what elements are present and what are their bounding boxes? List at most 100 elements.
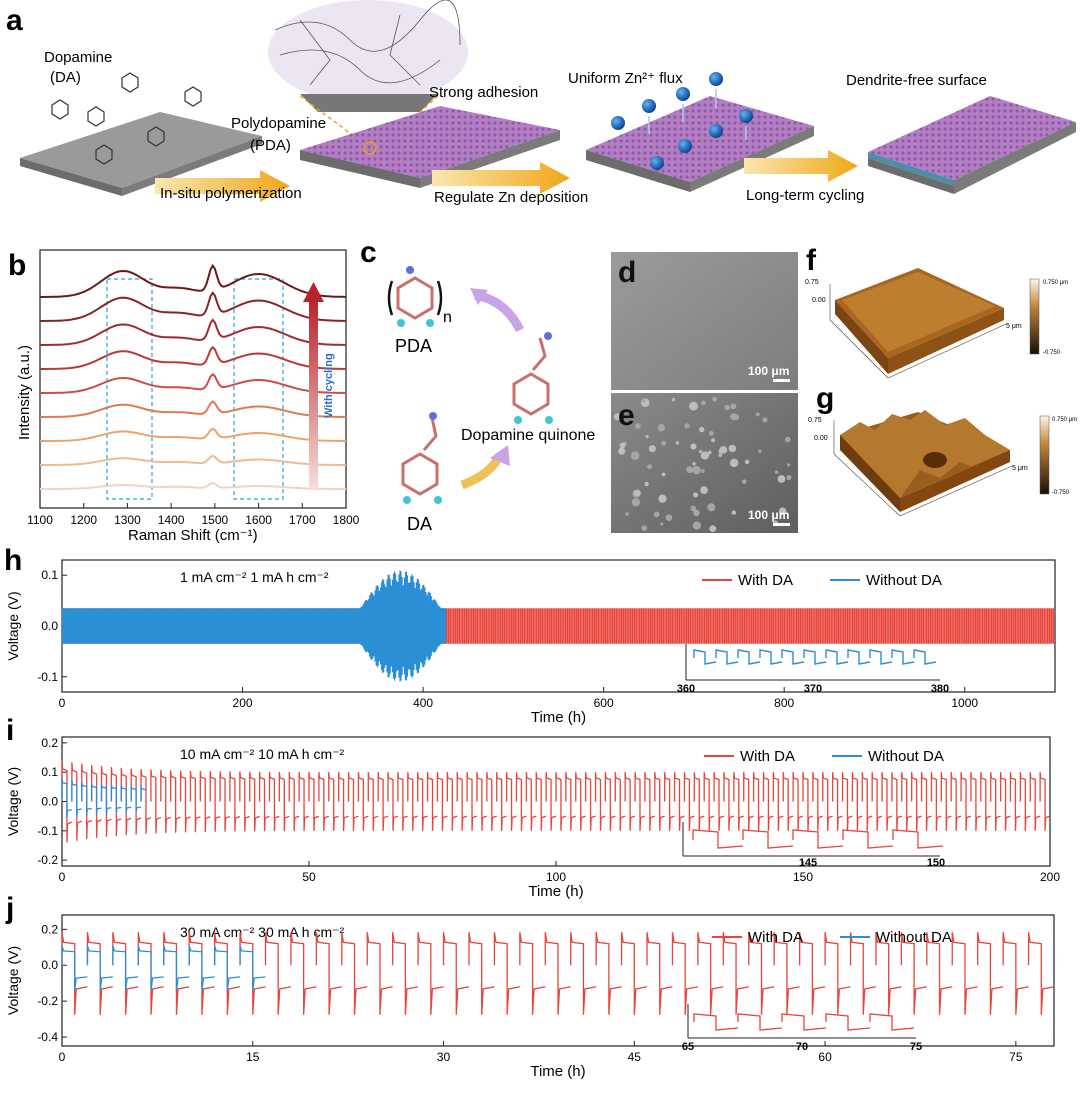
sem-particle bbox=[744, 459, 750, 465]
scale-label-d: 100 μm bbox=[748, 364, 789, 378]
sem-particle bbox=[641, 525, 648, 531]
uniform-flux-label: Uniform Zn²⁺ flux bbox=[568, 70, 683, 87]
afm-g-axis: 5 μm bbox=[1012, 465, 1028, 472]
pda-structure bbox=[387, 266, 443, 327]
panel-b: b With cycling Intensity (a.u.) 1100 1200… bbox=[8, 249, 360, 544]
raman-frame bbox=[39, 249, 347, 509]
panel-label-a: a bbox=[6, 4, 23, 37]
raman-tick-label: 1600 bbox=[245, 513, 272, 527]
sem-particle bbox=[661, 472, 666, 477]
raman-spectrum-3 bbox=[40, 427, 346, 442]
raman-tick-label: 1300 bbox=[114, 513, 141, 527]
y-tick-label: -0.1 bbox=[37, 670, 58, 684]
sem-particle bbox=[644, 481, 649, 487]
pda-n-subscript: n bbox=[443, 309, 452, 326]
raman-x-ticks: 1100 1200 1300 1400 1500 1600 1700 1800 bbox=[27, 503, 360, 527]
sem-particle bbox=[684, 423, 690, 429]
raman-spectrum-1 bbox=[40, 481, 346, 490]
x-tick-label: 1000 bbox=[951, 696, 978, 710]
sem-particle bbox=[642, 399, 646, 403]
x-tick-label: 0 bbox=[59, 870, 66, 884]
raman-tick-label: 1200 bbox=[70, 513, 97, 527]
sem-particle bbox=[755, 412, 760, 417]
series-without-da bbox=[61, 945, 266, 991]
raman-tick-label: 1800 bbox=[333, 513, 360, 527]
inset-tick-label: 70 bbox=[796, 1041, 808, 1053]
condition-label: 1 mA cm⁻² 1 mA h cm⁻² bbox=[180, 569, 329, 585]
sem-particle bbox=[718, 453, 722, 457]
afm-colorbar-f bbox=[1029, 278, 1040, 355]
step2-label: Regulate Zn deposition bbox=[434, 189, 588, 206]
da-abbr-label: (DA) bbox=[50, 69, 81, 86]
dopamine-label: Dopamine bbox=[44, 49, 112, 66]
raman-spectrum-8 bbox=[40, 291, 346, 322]
raman-highlight-left bbox=[106, 278, 153, 500]
inset-tick-label: 65 bbox=[682, 1041, 694, 1053]
cycling-arrow-shaft bbox=[309, 300, 318, 490]
y-tick-label: 0.1 bbox=[41, 568, 58, 582]
inset-tick-label: 360 bbox=[677, 683, 695, 695]
x-tick-label: 45 bbox=[628, 1050, 642, 1064]
sem-particle bbox=[784, 436, 791, 443]
chart-frame bbox=[61, 914, 1055, 1047]
quinone-to-pda-arrow bbox=[474, 290, 525, 333]
pda-network-bubble bbox=[268, 0, 468, 104]
inset-tick-label: 145 bbox=[799, 857, 817, 869]
sem-particle bbox=[741, 479, 747, 484]
y-axis-label: Voltage (V) bbox=[5, 767, 21, 836]
x-tick-label: 75 bbox=[1009, 1050, 1023, 1064]
sem-particle bbox=[613, 413, 622, 421]
sem-particle bbox=[665, 514, 673, 521]
afm-f-axis: 5 μm bbox=[1006, 323, 1022, 330]
da-structure bbox=[401, 412, 442, 504]
quinone-structure bbox=[512, 332, 553, 424]
x-tick-label: 60 bbox=[818, 1050, 832, 1064]
sem-particle bbox=[700, 451, 710, 460]
pda-abbr-label: (PDA) bbox=[250, 137, 291, 154]
sem-particle bbox=[729, 458, 739, 468]
da-chem-label: DA bbox=[407, 514, 432, 534]
polydopamine-label: Polydopamine bbox=[231, 115, 326, 132]
inset-tick-label: 75 bbox=[910, 1041, 922, 1053]
y-axis-label: Voltage (V) bbox=[5, 591, 21, 660]
sem-particle bbox=[653, 511, 660, 518]
panel-g: g 0.75 0.00 5 μm 0.750 μm -0.750 bbox=[808, 382, 1077, 517]
dendrite-free-label: Dendrite-free surface bbox=[846, 72, 987, 89]
sem-particle bbox=[711, 438, 716, 443]
y-tick-label: 0.0 bbox=[41, 619, 58, 633]
raman-spectrum-6 bbox=[40, 345, 346, 370]
sem-particle bbox=[700, 486, 708, 495]
y-axis-label: Voltage (V) bbox=[5, 946, 21, 1015]
condition-label: 30 mA cm⁻² 30 mA h cm⁻² bbox=[180, 924, 344, 940]
x-tick-label: 15 bbox=[246, 1050, 260, 1064]
sem-particle bbox=[762, 417, 768, 423]
with-cycling-label: With cycling bbox=[323, 353, 335, 418]
legend-label: With DA bbox=[738, 572, 793, 589]
sem-particle bbox=[730, 413, 738, 421]
scale-bar-d bbox=[773, 379, 790, 382]
panel-label-i: i bbox=[6, 714, 14, 747]
sem-particle bbox=[648, 445, 656, 453]
legend-label: With DA bbox=[748, 929, 803, 946]
x-tick-label: 100 bbox=[546, 870, 566, 884]
afm-colorbar-g bbox=[1039, 415, 1050, 495]
sem-particle bbox=[698, 450, 703, 454]
sem-particle bbox=[625, 512, 629, 516]
raman-spectrum-5 bbox=[40, 372, 346, 394]
panel-d: d 100 μm bbox=[611, 252, 798, 390]
sem-particle bbox=[658, 494, 667, 503]
step-arrow-2 bbox=[432, 162, 570, 194]
sem-image-e bbox=[611, 393, 798, 533]
sem-particle bbox=[786, 463, 791, 467]
y-tick-label: -0.2 bbox=[37, 853, 58, 867]
sem-deposits bbox=[613, 396, 792, 533]
inset-tick-label: 380 bbox=[931, 683, 949, 695]
panel-e: e 100 μm bbox=[611, 393, 798, 533]
scale-label-e: 100 μm bbox=[748, 508, 789, 522]
sem-particle bbox=[707, 450, 712, 455]
sem-particle bbox=[724, 404, 730, 411]
afm-g-bar-bot: -0.750 bbox=[1052, 490, 1070, 496]
afm-f-z-mid: 0.00 bbox=[812, 297, 826, 304]
x-tick-label: 50 bbox=[302, 870, 316, 884]
panel-label-f: f bbox=[806, 244, 817, 277]
